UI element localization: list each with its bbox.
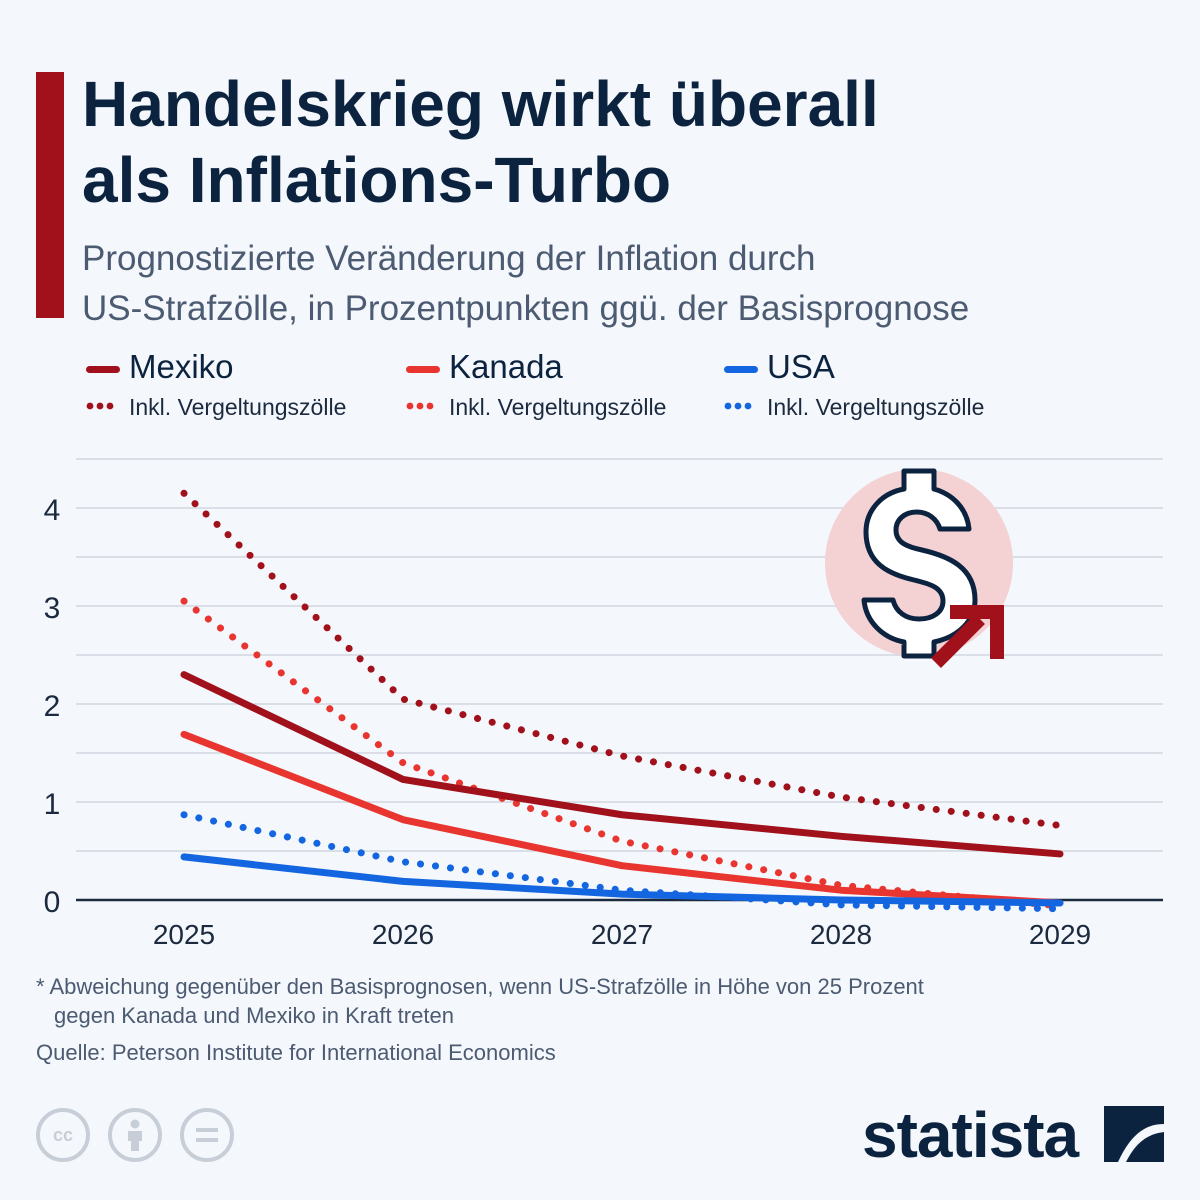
data-series [180, 489, 1064, 913]
dollar-sign-icon [861, 468, 978, 659]
y-tick-label: 2 [44, 690, 61, 723]
legend-swatch-kanada [406, 366, 440, 373]
legend-label-kanada-retaliation: Inkl. Vergeltungszölle [449, 394, 667, 420]
title-line-1: Handelskrieg wirkt überall [82, 68, 879, 140]
arrow-up-icon [931, 605, 1004, 668]
legend-swatch-usa [724, 366, 758, 373]
equals-icon [196, 1128, 218, 1142]
series-line-kanada [180, 730, 1064, 907]
x-tick-label: 2028 [810, 919, 872, 950]
legend-label-mexiko: Mexiko [129, 348, 234, 385]
footnote-line-1: * Abweichung gegenüber den Basisprognose… [36, 974, 924, 999]
inflation-line-chart: 0 1 2 3 4 2025 2026 2027 2028 2029 [44, 458, 1163, 950]
person-icon [128, 1119, 142, 1151]
x-tick-label: 2025 [153, 919, 215, 950]
legend-label-mexiko-retaliation: Inkl. Vergeltungszölle [129, 394, 347, 420]
statista-logo[interactable]: statista [862, 1098, 1079, 1172]
legend-label-kanada: Kanada [449, 348, 563, 385]
legend-label-usa-retaliation: Inkl. Vergeltungszölle [767, 394, 985, 420]
title-accent-bar [36, 72, 64, 318]
no-derivatives-icon[interactable] [180, 1108, 234, 1162]
page-title: Handelskrieg wirkt überall als Inflation… [82, 66, 1162, 218]
title-line-2: als Inflations-Turbo [82, 144, 672, 216]
cc-icon[interactable]: cc [36, 1108, 90, 1162]
footnote: * Abweichung gegenüber den Basisprognose… [36, 972, 1156, 1030]
axes: 0 1 2 3 4 2025 2026 2027 2028 2029 [44, 494, 1163, 950]
chart-legend: Mexiko Inkl. Vergeltungszölle Kanada Ink… [86, 348, 1166, 428]
source-note: Quelle: Peterson Institute for Internati… [36, 1040, 556, 1065]
statista-mark-icon [1104, 1106, 1164, 1162]
x-tick-label: 2026 [372, 919, 434, 950]
legend-swatch-mexiko [86, 366, 120, 373]
subtitle-line-2: US-Strafzölle, in Prozentpunkten ggü. de… [82, 289, 970, 328]
attribution-icon[interactable] [108, 1108, 162, 1162]
dollar-illustration [825, 468, 1013, 668]
chart-subtitle: Prognostizierte Veränderung der Inflatio… [82, 234, 1172, 334]
series-line-usa-inkl-vergeltungsz-lle [180, 811, 1064, 913]
y-tick-label: 0 [44, 886, 61, 919]
y-tick-label: 1 [44, 788, 61, 821]
x-tick-label: 2029 [1029, 919, 1091, 950]
x-tick-label: 2027 [591, 919, 653, 950]
legend-swatch-usa-dotted [724, 402, 752, 410]
subtitle-line-1: Prognostizierte Veränderung der Inflatio… [82, 239, 816, 278]
brand-wordmark: statista [862, 1099, 1079, 1171]
y-tick-label: 4 [44, 494, 61, 527]
footnote-line-2: gegen Kanada und Mexiko in Kraft treten [54, 1003, 454, 1028]
y-tick-label: 3 [44, 592, 61, 625]
legend-swatch-kanada-dotted [406, 402, 434, 410]
legend-swatch-mexiko-dotted [86, 402, 114, 410]
legend-label-usa: USA [767, 348, 835, 385]
